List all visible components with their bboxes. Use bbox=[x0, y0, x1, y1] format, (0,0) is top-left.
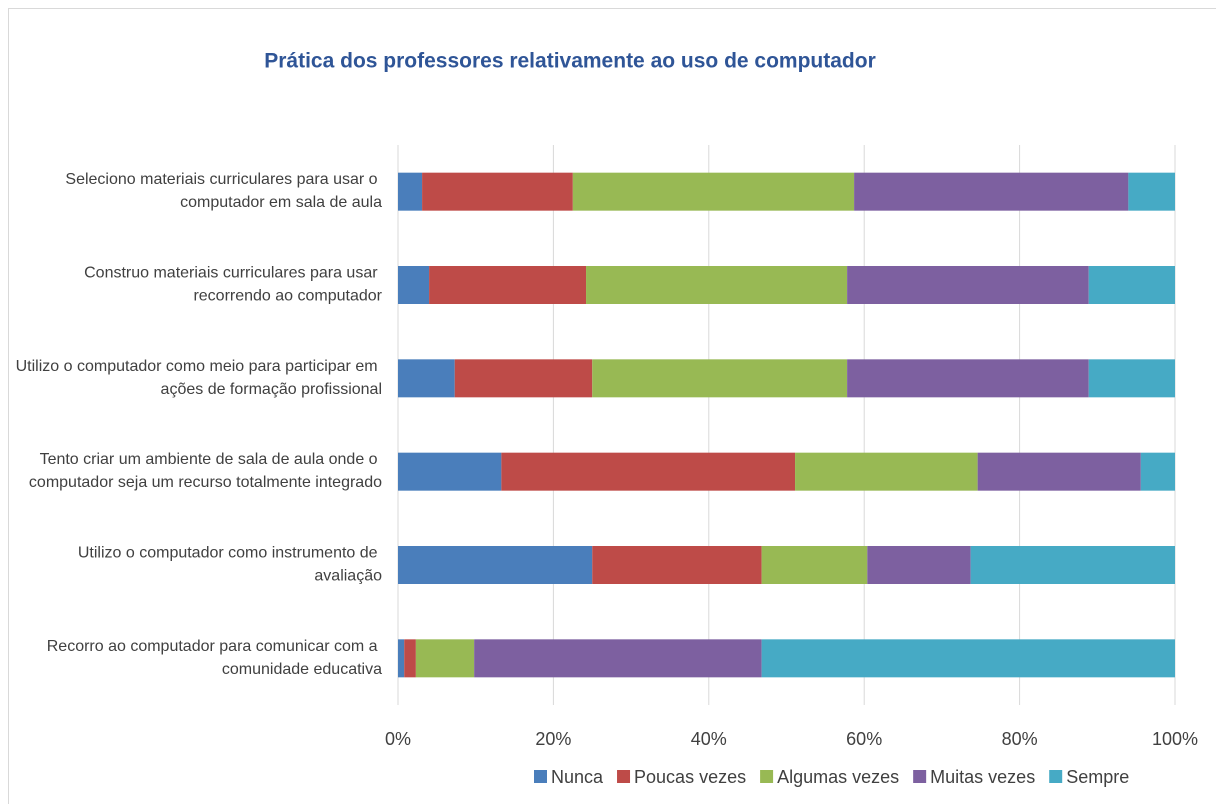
chart-title: Prática dos professores relativamente ao… bbox=[264, 50, 876, 73]
legend-label: Poucas vezes bbox=[634, 767, 746, 787]
bar-segment bbox=[404, 639, 416, 678]
y-tick-label: Utilizo o computador como instrumento de… bbox=[78, 545, 382, 585]
y-tick-label: Seleciono materiais curriculares para us… bbox=[65, 171, 382, 211]
bar-segment bbox=[1088, 359, 1175, 398]
legend-swatch bbox=[1049, 770, 1063, 783]
legend-swatch bbox=[617, 770, 631, 783]
bar-segment bbox=[854, 172, 1129, 211]
legend-swatch bbox=[534, 770, 547, 783]
y-tick-label: Utilizo o computador como meio para part… bbox=[16, 358, 382, 398]
chart-border bbox=[8, 8, 1216, 804]
bar-segment bbox=[474, 639, 762, 678]
bar-segment bbox=[398, 639, 405, 678]
x-tick-label: 0% bbox=[385, 729, 411, 749]
bar-segment bbox=[592, 359, 848, 398]
bar-segment bbox=[501, 452, 796, 491]
legend-label: Nunca bbox=[551, 767, 604, 787]
bar-segment bbox=[398, 359, 455, 398]
legend-swatch bbox=[913, 770, 927, 783]
bar-segment bbox=[398, 546, 593, 584]
bar-segment bbox=[415, 639, 475, 678]
bar-segment bbox=[761, 546, 868, 584]
x-tick-label: 80% bbox=[1002, 729, 1038, 749]
bar-segment bbox=[398, 452, 502, 491]
bar-segment bbox=[1128, 172, 1175, 211]
bar-segment bbox=[586, 266, 848, 304]
y-tick-label: Construo materiais curriculares para usa… bbox=[84, 265, 383, 305]
x-tick-label: 20% bbox=[535, 729, 571, 749]
bar-segment bbox=[454, 359, 593, 398]
bar-segment bbox=[795, 452, 978, 491]
x-tick-label: 100% bbox=[1152, 729, 1198, 749]
y-tick-label: Recorro ao computador para comunicar com… bbox=[47, 638, 382, 678]
bar-segment bbox=[422, 172, 573, 211]
x-tick-label: 60% bbox=[846, 729, 882, 749]
bar-segment bbox=[1140, 452, 1175, 491]
bar-segment bbox=[398, 266, 430, 304]
bar-segment bbox=[398, 172, 423, 211]
bar-segment bbox=[761, 639, 1175, 678]
legend-label: Sempre bbox=[1066, 767, 1129, 787]
bar-segment bbox=[970, 546, 1175, 584]
legend-label: Algumas vezes bbox=[777, 767, 899, 787]
legend-swatch bbox=[760, 770, 774, 783]
x-tick-label: 40% bbox=[691, 729, 727, 749]
bar-segment bbox=[847, 359, 1089, 398]
y-tick-label: Tento criar um ambiente de sala de aula … bbox=[29, 451, 382, 491]
bar-segment bbox=[847, 266, 1089, 304]
bar-segment bbox=[1088, 266, 1175, 304]
bar-segment bbox=[572, 172, 855, 211]
bar-segment bbox=[977, 452, 1141, 491]
bar-segment bbox=[429, 266, 587, 304]
legend-label: Muitas vezes bbox=[930, 767, 1035, 787]
bar-segment bbox=[592, 546, 762, 584]
bar-segment bbox=[867, 546, 971, 584]
